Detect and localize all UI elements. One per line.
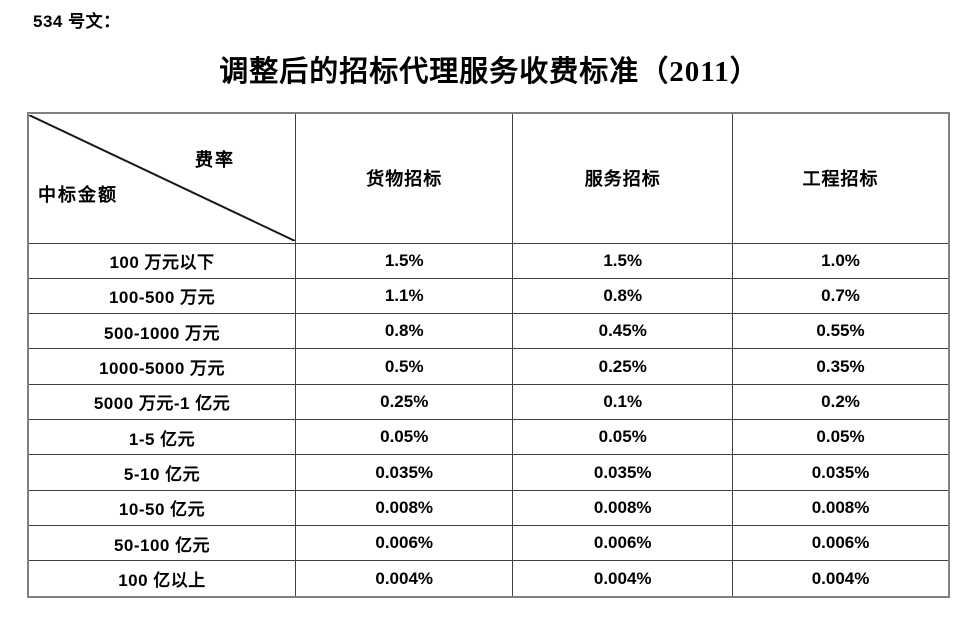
- rate-value-cell: 0.035%: [295, 454, 514, 491]
- rate-value-cell: 0.004%: [295, 560, 514, 598]
- row-label-amount-range: 100 万元以下: [27, 242, 297, 279]
- table-body: 100 万元以下 1.5% 1.5% 1.0% 100-500 万元 1.1% 0.8% 0.…: [27, 242, 950, 598]
- rate-value-cell: 0.008%: [512, 489, 734, 527]
- table-row: 1-5 亿元 0.05% 0.05% 0.05%: [27, 419, 950, 456]
- table-row: 100-500 万元 1.1% 0.8% 0.7%: [27, 277, 950, 315]
- rate-value-cell: 0.25%: [512, 348, 734, 385]
- rate-value-cell: 0.008%: [732, 489, 950, 527]
- fee-rate-table: 费率 中标金额 货物招标 服务招标 工程招标 100 万元以下 1.5% 1.5% 1…: [27, 112, 950, 598]
- table-row: 1000-5000 万元 0.5% 0.25% 0.35%: [27, 348, 950, 385]
- row-label-amount-range: 100-500 万元: [27, 277, 297, 315]
- table-row: 500-1000 万元 0.8% 0.45% 0.55%: [27, 313, 950, 350]
- table-row: 50-100 亿元 0.006% 0.006% 0.006%: [27, 525, 950, 562]
- header-row: 费率 中标金额 货物招标 服务招标 工程招标: [27, 112, 950, 244]
- doc-ref-label: 534 号文：: [33, 12, 121, 31]
- rate-value-cell: 1.5%: [512, 242, 734, 279]
- rate-value-cell: 0.035%: [512, 454, 734, 491]
- table-row: 5-10 亿元 0.035% 0.035% 0.035%: [27, 454, 950, 491]
- rate-value-cell: 0.05%: [732, 419, 950, 456]
- col-header-service-bidding: 服务招标: [512, 112, 734, 244]
- page-title: 调整后的招标代理服务收费标准（2011）: [219, 56, 760, 88]
- corner-label-fee-rate: 费率: [195, 150, 235, 171]
- row-label-amount-range: 50-100 亿元: [27, 525, 297, 562]
- rate-value-cell: 0.5%: [295, 348, 514, 385]
- rate-value-cell: 0.35%: [732, 348, 950, 385]
- rate-value-cell: 0.8%: [512, 277, 734, 315]
- row-label-amount-range: 10-50 亿元: [27, 489, 297, 527]
- rate-value-cell: 0.05%: [512, 419, 734, 456]
- row-label-amount-range: 5-10 亿元: [27, 454, 297, 491]
- row-label-amount-range: 100 亿以上: [27, 560, 297, 598]
- rate-value-cell: 0.004%: [732, 560, 950, 598]
- rate-value-cell: 0.2%: [732, 383, 950, 421]
- rate-value-cell: 0.8%: [295, 313, 514, 350]
- rate-value-cell: 0.008%: [295, 489, 514, 527]
- table-row: 100 万元以下 1.5% 1.5% 1.0%: [27, 242, 950, 279]
- rate-value-cell: 1.0%: [732, 242, 950, 279]
- rate-value-cell: 0.006%: [512, 525, 734, 562]
- table-row: 5000 万元-1 亿元 0.25% 0.1% 0.2%: [27, 383, 950, 421]
- rate-value-cell: 0.25%: [295, 383, 514, 421]
- rate-value-cell: 0.006%: [295, 525, 514, 562]
- corner-wrap: 费率 中标金额: [29, 115, 295, 242]
- table-row: 10-50 亿元 0.008% 0.008% 0.008%: [27, 489, 950, 527]
- row-label-amount-range: 1-5 亿元: [27, 419, 297, 456]
- diagonal-divider-line: [29, 115, 295, 242]
- corner-label-bid-amount: 中标金额: [38, 185, 118, 206]
- table-header: 费率 中标金额 货物招标 服务招标 工程招标: [27, 112, 950, 244]
- rate-value-cell: 0.55%: [732, 313, 950, 350]
- row-label-amount-range: 1000-5000 万元: [27, 348, 297, 385]
- rate-value-cell: 0.006%: [732, 525, 950, 562]
- rate-value-cell: 1.1%: [295, 277, 514, 315]
- rate-value-cell: 0.05%: [295, 419, 514, 456]
- rate-value-cell: 0.004%: [512, 560, 734, 598]
- rate-value-cell: 0.45%: [512, 313, 734, 350]
- row-label-amount-range: 5000 万元-1 亿元: [27, 383, 297, 421]
- rate-value-cell: 0.035%: [732, 454, 950, 491]
- table-row: 100 亿以上 0.004% 0.004% 0.004%: [27, 560, 950, 598]
- corner-header-cell: 费率 中标金额: [27, 112, 297, 244]
- col-header-works-bidding: 工程招标: [732, 112, 950, 244]
- col-header-goods-bidding: 货物招标: [295, 112, 514, 244]
- rate-value-cell: 1.5%: [295, 242, 514, 279]
- row-label-amount-range: 500-1000 万元: [27, 313, 297, 350]
- rate-value-cell: 0.1%: [512, 383, 734, 421]
- rate-value-cell: 0.7%: [732, 277, 950, 315]
